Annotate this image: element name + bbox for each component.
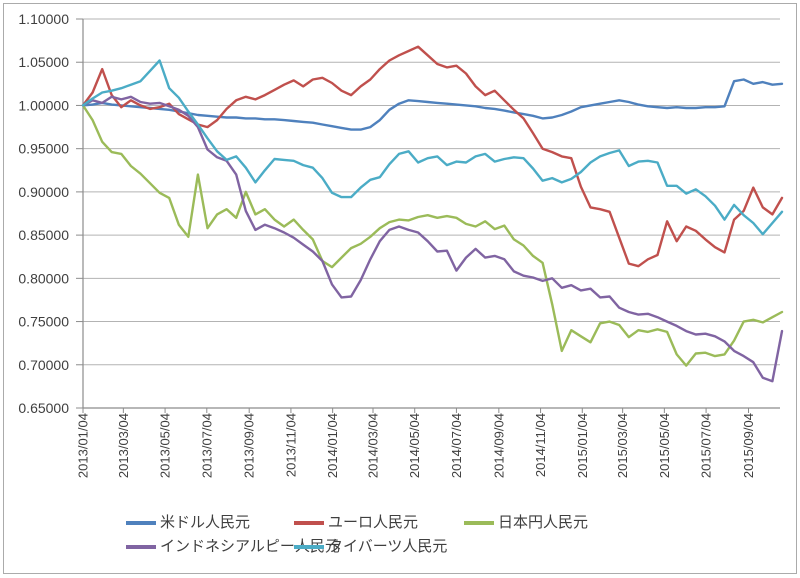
legend-marker-jpy [464,521,494,525]
x-tick-label: 2013/05/04 [158,413,173,478]
y-tick-label: 1.00000 [18,97,69,113]
x-tick-label: 2013/09/04 [242,413,257,478]
gridlines [83,18,780,366]
axis-tick-labels: 1.10000 1.05000 1.00000 0.95000 0.90000 0.850… [18,11,756,478]
x-tick-label: 2013/01/04 [76,413,91,478]
x-tick-label: 2014/01/04 [325,413,340,478]
legend-item-thb: タイバーツ人民元 [294,538,447,556]
legend-label-thb: タイバーツ人民元 [328,538,448,555]
x-tick-label: 2015/01/04 [575,413,590,478]
legend-marker-idr [126,545,156,549]
legend-item-idr: インドネシアルピー人民元 [126,538,340,556]
x-tick-label: 2014/11/04 [533,413,548,477]
legend-marker-usd [126,521,156,525]
legend-marker-thb [294,545,324,549]
y-tick-label: 0.80000 [18,270,69,286]
x-tick-label: 2013/03/04 [116,413,131,478]
legend-label-eur: ユーロ人民元 [328,514,419,531]
axes [76,18,780,413]
x-tick-label: 2014/07/04 [449,413,464,478]
y-tick-label: 0.90000 [18,184,69,200]
x-tick-label: 2014/09/04 [491,413,506,478]
y-tick-label: 0.95000 [18,141,69,157]
legend-marker-eur [294,521,324,525]
y-tick-label: 0.70000 [18,357,69,373]
y-tick-label: 0.85000 [18,227,69,243]
series-line-usd-cny [81,78,784,131]
y-tick-label: 0.75000 [18,314,69,330]
x-tick-label: 2014/03/04 [365,413,380,478]
legend-label-idr: インドネシアルピー人民元 [160,538,340,555]
x-tick-label: 2015/05/04 [657,413,672,478]
legend-item-jpy: 日本円人民元 [464,514,588,532]
y-tick-label: 1.10000 [18,11,69,27]
series-lines [81,45,784,383]
x-tick-label: 2013/11/04 [283,413,298,477]
x-tick-label: 2015/03/04 [615,413,630,478]
legend-item-usd: 米ドル人民元 [126,514,250,532]
y-tick-label: 1.05000 [18,54,69,70]
series-line-thb-cny [81,59,784,236]
y-tick-label: 0.65000 [18,400,69,416]
series-line-idr-cny [81,95,784,383]
x-tick-label: 2015/09/04 [741,413,756,478]
legend-label-jpy: 日本円人民元 [498,514,589,531]
series-line-jpy-cny [81,104,784,367]
x-tick-label: 2014/05/04 [407,413,422,478]
x-tick-label: 2013/07/04 [199,413,214,478]
legend-item-eur: ユーロ人民元 [294,514,418,532]
x-tick-label: 2015/07/04 [699,413,714,478]
legend-label-usd: 米ドル人民元 [160,514,251,531]
